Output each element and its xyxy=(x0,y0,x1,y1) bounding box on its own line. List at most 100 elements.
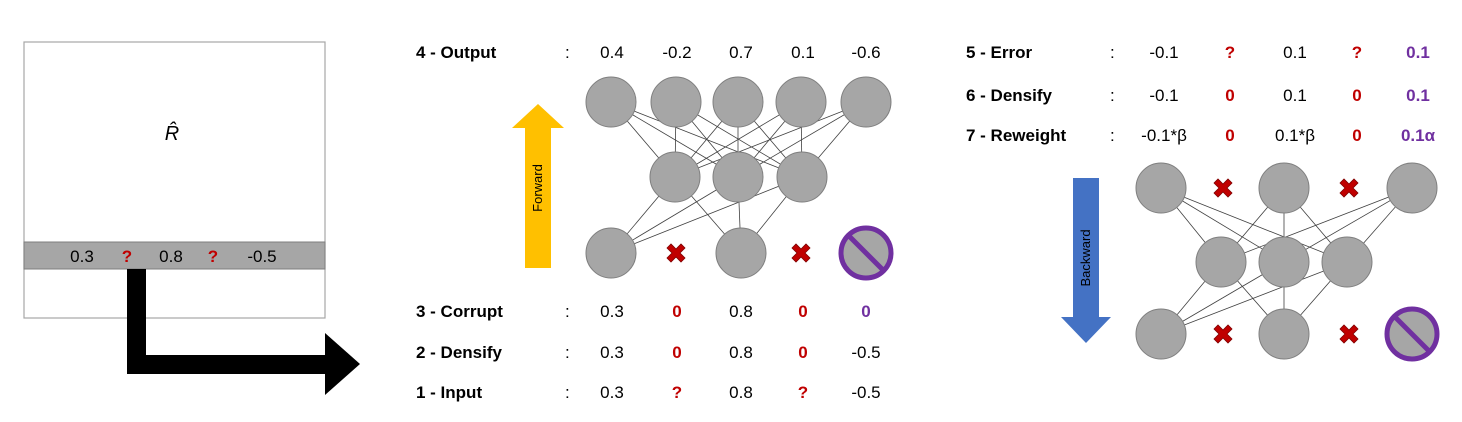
network-node xyxy=(585,76,637,128)
row-colon: : xyxy=(565,43,570,62)
matrix-cell: ? xyxy=(122,247,132,266)
row-value: ? xyxy=(672,383,682,402)
x-mark-shape xyxy=(1213,324,1233,344)
blocked-slash xyxy=(1392,314,1432,354)
network-node xyxy=(649,151,701,203)
row-value: -0.1*β xyxy=(1141,126,1187,145)
right-rows: 5 - Error: -0.1? 0.1? 0.1 6 - Densify: -0.1 0 0… xyxy=(966,43,1436,145)
row-value: -0.1 xyxy=(1149,86,1178,105)
row-value: -0.5 xyxy=(851,383,880,402)
row-value: 0.1 xyxy=(1283,43,1307,62)
network-node xyxy=(1386,162,1438,214)
row-label: 4 - Output xyxy=(416,43,497,62)
forward-arrow: Forward xyxy=(512,104,564,268)
row-value: -0.2 xyxy=(662,43,691,62)
row-value: ? xyxy=(1352,43,1362,62)
row-label: 1 - Input xyxy=(416,383,482,402)
network-node xyxy=(776,151,828,203)
no-entry-icon xyxy=(1384,306,1440,362)
row-value: 0.3 xyxy=(600,343,624,362)
matrix-cell: 0.3 xyxy=(70,247,94,266)
network-node xyxy=(650,76,702,128)
network-edge xyxy=(1160,261,1348,335)
row-value: 0.7 xyxy=(729,43,753,62)
right-network-nodes xyxy=(1135,162,1440,362)
x-mark-icon xyxy=(791,243,811,263)
network-edge xyxy=(1160,187,1348,263)
row-label: 3 - Corrupt xyxy=(416,302,503,321)
forward-arrow-shape xyxy=(512,104,564,268)
row-value: ? xyxy=(798,383,808,402)
network-node xyxy=(1321,236,1373,288)
no-entry-icon xyxy=(838,225,894,281)
backward-label: Backward xyxy=(1078,229,1093,286)
x-mark-icon xyxy=(666,243,686,263)
rating-matrix: R̂ 0.3? 0.8? -0.5 xyxy=(23,41,326,319)
matrix-row-values: 0.3? 0.8? -0.5 xyxy=(70,247,276,266)
matrix-cell: -0.5 xyxy=(247,247,276,266)
row-value: 0.1 xyxy=(791,43,815,62)
row-value: 0 xyxy=(1225,86,1234,105)
blocked-slash xyxy=(846,233,886,273)
network-node xyxy=(1135,308,1187,360)
row-label: 5 - Error xyxy=(966,43,1033,62)
row-colon: : xyxy=(565,343,570,362)
x-mark-icon xyxy=(1213,178,1233,198)
row-1: 4 - Output: 0.4 -0.2 0.7 0.1 -0.6 xyxy=(416,43,881,62)
x-mark-icon xyxy=(1213,324,1233,344)
network-node xyxy=(1258,308,1310,360)
x-mark-shape xyxy=(666,243,686,263)
row-value: 0 xyxy=(798,343,807,362)
row-colon: : xyxy=(565,302,570,321)
row-value: 0 xyxy=(672,343,681,362)
transfer-arrow-shape xyxy=(127,269,360,395)
matrix-symbol: R̂ xyxy=(165,122,179,145)
network-node xyxy=(585,227,637,279)
network-edge xyxy=(1220,187,1413,263)
row-2: 3 - Corrupt: 0.3 0 0.8 0 0 xyxy=(416,302,871,321)
matrix-cell: 0.8 xyxy=(159,247,183,266)
backward-arrow: Backward xyxy=(1061,178,1111,343)
row-value: 0.1 xyxy=(1406,43,1430,62)
row-value: -0.1 xyxy=(1149,43,1178,62)
network-node xyxy=(1258,162,1310,214)
x-mark-icon xyxy=(1339,178,1359,198)
transfer-arrow xyxy=(127,269,360,395)
row-value: ? xyxy=(1225,43,1235,62)
row-label: 6 - Densify xyxy=(966,86,1053,105)
row-label: 2 - Densify xyxy=(416,343,503,362)
matrix-cell: ? xyxy=(208,247,218,266)
network-node xyxy=(715,227,767,279)
row-value: 0.1*β xyxy=(1275,126,1315,145)
row-value: 0 xyxy=(861,302,870,321)
row-4: 1 - Input: 0.3? 0.8? -0.5 xyxy=(416,383,881,402)
row-colon: : xyxy=(1110,43,1115,62)
network-node xyxy=(1195,236,1247,288)
network-node xyxy=(775,76,827,128)
row-value: 0.8 xyxy=(729,343,753,362)
forward-label: Forward xyxy=(530,164,545,212)
row-value: 0.8 xyxy=(729,383,753,402)
row-value: 0 xyxy=(1225,126,1234,145)
network-node xyxy=(1258,236,1310,288)
network-node xyxy=(840,76,892,128)
backward-arrow-shape xyxy=(1061,178,1111,343)
row-value: 0.4 xyxy=(600,43,624,62)
row-value: -0.6 xyxy=(851,43,880,62)
row-value: 0.1α xyxy=(1401,126,1436,145)
row-label: 7 - Reweight xyxy=(966,126,1066,145)
row-1: 5 - Error: -0.1? 0.1? 0.1 xyxy=(966,43,1430,62)
network-edge xyxy=(674,101,867,178)
row-colon: : xyxy=(1110,126,1115,145)
row-value: -0.5 xyxy=(851,343,880,362)
row-value: 0.8 xyxy=(729,302,753,321)
left-rows: 4 - Output: 0.4 -0.2 0.7 0.1 -0.6 3 - Corrupt:… xyxy=(416,43,881,402)
x-mark-shape xyxy=(791,243,811,263)
row-value: 0 xyxy=(1352,126,1361,145)
network-node xyxy=(1135,162,1187,214)
left-network-nodes xyxy=(585,76,894,281)
row-value: 0.1 xyxy=(1406,86,1430,105)
x-mark-shape xyxy=(1339,324,1359,344)
row-3: 7 - Reweight: -0.1*β 0 0.1*β 0 0.1α xyxy=(966,126,1436,145)
row-value: 0 xyxy=(798,302,807,321)
